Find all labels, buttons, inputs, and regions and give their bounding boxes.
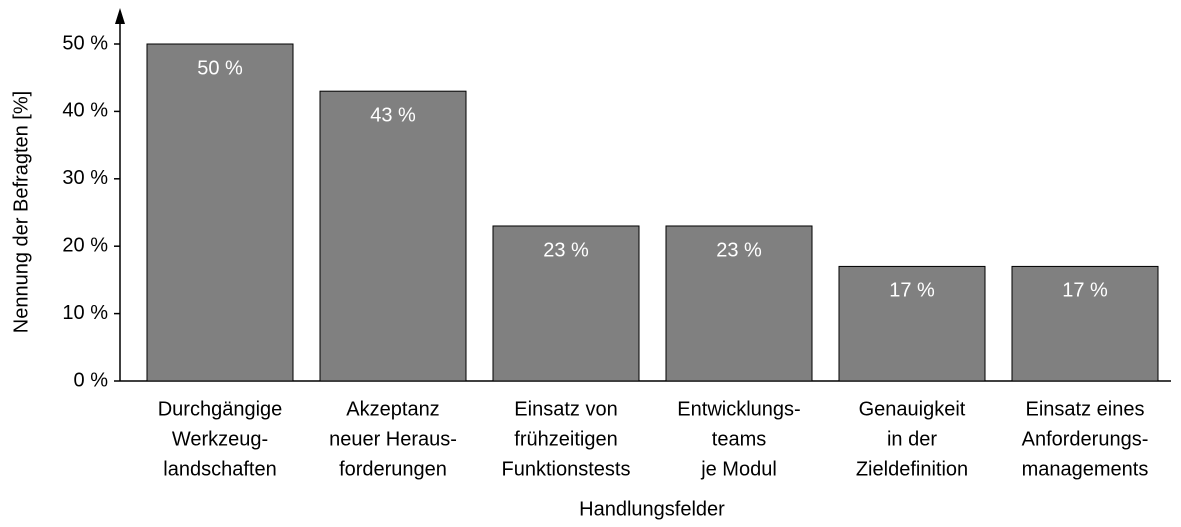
value-label: 17 % (1062, 280, 1108, 302)
y-tick-label: 0 % (74, 369, 109, 391)
x-tick-label: in der (887, 428, 937, 450)
x-tick-label: Einsatz von (514, 398, 617, 420)
x-tick-label: neuer Heraus- (329, 428, 457, 450)
x-tick-label: Funktionstests (502, 458, 631, 480)
y-axis-title: Nennung der Befragten [%] (10, 91, 32, 333)
y-tick-label: 40 % (62, 100, 108, 122)
x-tick-label: Durchgängige (158, 398, 283, 420)
value-label: 50 % (197, 57, 243, 79)
x-tick-label: landschaften (163, 458, 276, 480)
x-tick-label: Genauigkeit (859, 398, 966, 420)
bar (665, 225, 813, 382)
x-tick-label: Anforderungs- (1022, 428, 1149, 450)
x-tick-label: Zieldefinition (856, 458, 968, 480)
x-tick-label: je Modul (700, 458, 777, 480)
x-tick-label: Einsatz eines (1026, 398, 1145, 420)
x-tick-label: teams (712, 428, 766, 450)
bar (492, 225, 640, 382)
x-tick-label: forderungen (339, 458, 447, 480)
value-label: 23 % (543, 239, 589, 261)
x-tick-label: Entwicklungs- (677, 398, 800, 420)
value-label: 23 % (716, 239, 762, 261)
value-label: 43 % (370, 104, 416, 126)
x-tick-label: managements (1022, 458, 1149, 480)
x-axis-title: Handlungsfelder (579, 498, 725, 520)
x-tick-label: Werkzeug- (172, 428, 268, 450)
y-tick-label: 10 % (62, 302, 108, 324)
y-axis-arrow (115, 8, 125, 24)
y-tick-label: 20 % (62, 234, 108, 256)
x-tick-label: Akzeptanz (346, 398, 439, 420)
bar (1011, 265, 1159, 382)
bar (838, 265, 986, 382)
y-tick-label: 50 % (62, 32, 108, 54)
y-tick-label: 30 % (62, 167, 108, 189)
x-tick-label: frühzeitigen (514, 428, 617, 450)
bar (146, 43, 294, 382)
bar (319, 90, 467, 382)
value-label: 17 % (889, 280, 935, 302)
